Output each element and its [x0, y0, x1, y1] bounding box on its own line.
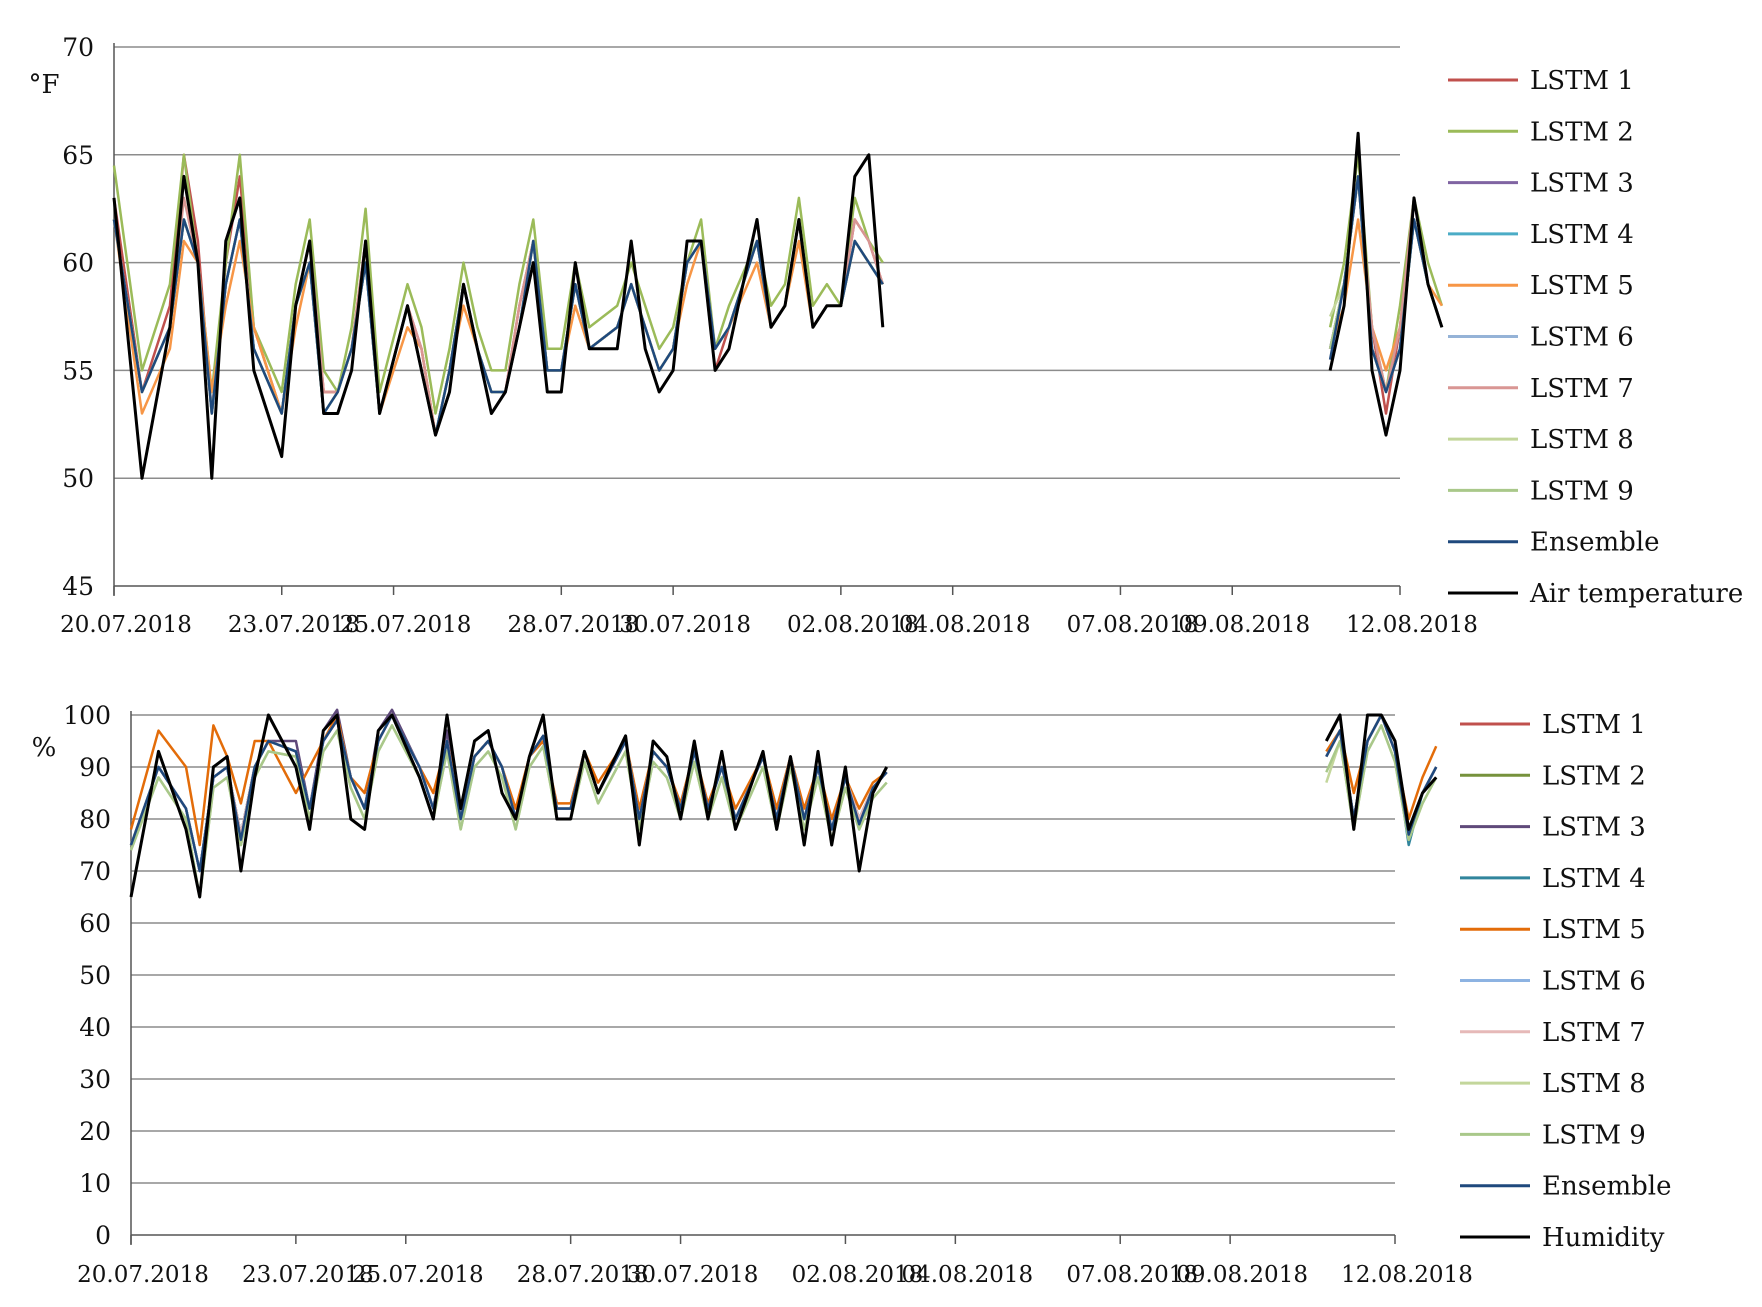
y-tick-label: 40	[79, 1013, 111, 1042]
legend-label: LSTM 1	[1542, 710, 1646, 740]
x-tick-label: 30.07.2018	[627, 1262, 759, 1288]
x-tick-label: 20.07.2018	[60, 612, 192, 638]
x-tick-label: 20.07.2018	[77, 1262, 209, 1288]
y-tick-label: 55	[62, 356, 94, 385]
x-tick-label: 09.08.2018	[1176, 1262, 1308, 1288]
x-tick-label: 07.08.2018	[1067, 612, 1199, 638]
legend-label: Ensemble	[1530, 528, 1659, 558]
legend-label: LSTM 3	[1530, 169, 1634, 199]
x-tick-label: 02.08.2018	[792, 1262, 924, 1288]
legend-label: LSTM 1	[1530, 66, 1634, 96]
y-tick-label: 45	[62, 572, 94, 601]
x-tick-label: 30.07.2018	[619, 612, 751, 638]
x-tick-label: 12.08.2018	[1341, 1262, 1473, 1288]
y-tick-label: 30	[79, 1065, 111, 1094]
series-line-10	[112, 175, 1444, 437]
y-tick-label: 65	[62, 141, 94, 170]
x-tick-label: 28.07.2018	[507, 612, 639, 638]
y-tick-label: 0	[95, 1221, 111, 1250]
x-tick-label: 28.07.2018	[517, 1262, 649, 1288]
y-tick-label: 80	[79, 805, 111, 834]
legend-label: LSTM 3	[1542, 813, 1646, 843]
legend-label: Humidity	[1542, 1223, 1665, 1253]
x-tick-label: 23.07.2018	[228, 612, 360, 638]
y-tick-label: 50	[79, 961, 111, 990]
y-tick-label: 70	[79, 857, 111, 886]
y-tick-label: 50	[62, 464, 94, 493]
legend-label: LSTM 5	[1542, 915, 1646, 945]
legend-label: LSTM 9	[1530, 476, 1634, 506]
y-tick-label: 70	[62, 33, 94, 62]
series-line-11	[129, 713, 1438, 899]
y-tick-label: 20	[79, 1117, 111, 1146]
humidity-chart: 0 10 20 30 40 50 60 70 80 90 100 20.07.2018 23.07.20…	[32, 701, 1672, 1288]
temperature-chart: 45 50 55 60 65 70 20.07.2018 23.07.201825.07.20…	[28, 33, 1743, 638]
x-tick-label: 23.07.2018	[242, 1262, 374, 1288]
x-tick-label: 04.08.2018	[899, 612, 1031, 638]
legend-label: LSTM 4	[1530, 220, 1634, 250]
y-axis-label: °F	[28, 70, 59, 100]
x-tick-label: 04.08.2018	[901, 1262, 1033, 1288]
legend-label: LSTM 2	[1542, 761, 1646, 791]
legend-label: Air temperature	[1529, 579, 1743, 609]
y-tick-label: 100	[63, 701, 111, 730]
x-tick-label: 09.08.2018	[1178, 612, 1310, 638]
legend-label: LSTM 6	[1530, 323, 1634, 353]
x-tick-label: 25.07.2018	[352, 1262, 484, 1288]
legend-label: LSTM 8	[1542, 1069, 1646, 1099]
legend-label: LSTM 7	[1542, 1018, 1646, 1048]
x-tick-label: 25.07.2018	[340, 612, 472, 638]
legend-label: Ensemble	[1542, 1172, 1671, 1202]
legend-label: LSTM 6	[1542, 967, 1646, 997]
legend-label: LSTM 5	[1530, 271, 1634, 301]
legend-label: LSTM 9	[1542, 1120, 1646, 1150]
y-axis-label: %	[32, 733, 57, 763]
y-tick-label: 90	[79, 753, 111, 782]
x-tick-label: 02.08.2018	[787, 612, 919, 638]
y-tick-label: 60	[79, 909, 111, 938]
series-line-11	[112, 131, 1444, 480]
legend-label: LSTM 4	[1542, 864, 1646, 894]
y-tick-label: 60	[62, 249, 94, 278]
x-tick-label: 07.08.2018	[1066, 1262, 1198, 1288]
legend-label: LSTM 2	[1530, 117, 1634, 147]
legend-label: LSTM 8	[1530, 425, 1634, 455]
x-tick-label: 12.08.2018	[1346, 612, 1478, 638]
legend-label: LSTM 7	[1530, 374, 1634, 404]
y-tick-label: 10	[79, 1169, 111, 1198]
